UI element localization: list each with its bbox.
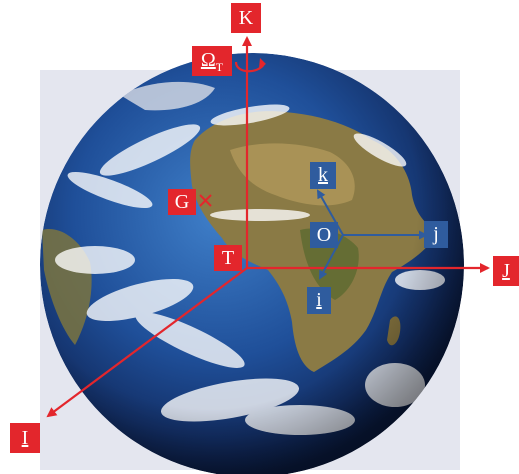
axis-k-arrow bbox=[317, 189, 344, 236]
label-j: j bbox=[424, 221, 448, 248]
label-i: i bbox=[307, 287, 331, 314]
label-J: J bbox=[493, 256, 519, 286]
body-frame-axes bbox=[317, 189, 428, 280]
label-omega-symbol: Ω bbox=[200, 49, 216, 71]
cross-mark-icon bbox=[199, 194, 212, 207]
label-omega: ΩT bbox=[192, 46, 232, 76]
label-G: G bbox=[168, 189, 196, 215]
label-omega-sub: T bbox=[215, 60, 224, 74]
label-K: K bbox=[231, 3, 261, 33]
label-k: k bbox=[310, 162, 336, 189]
earth-globe bbox=[40, 53, 464, 474]
label-T: T bbox=[214, 245, 242, 271]
label-I: I bbox=[10, 423, 40, 453]
axis-I-arrow bbox=[46, 267, 248, 418]
axis-i-arrow bbox=[319, 234, 344, 280]
inertial-frame-axes bbox=[46, 36, 490, 418]
label-O: O bbox=[310, 222, 338, 248]
